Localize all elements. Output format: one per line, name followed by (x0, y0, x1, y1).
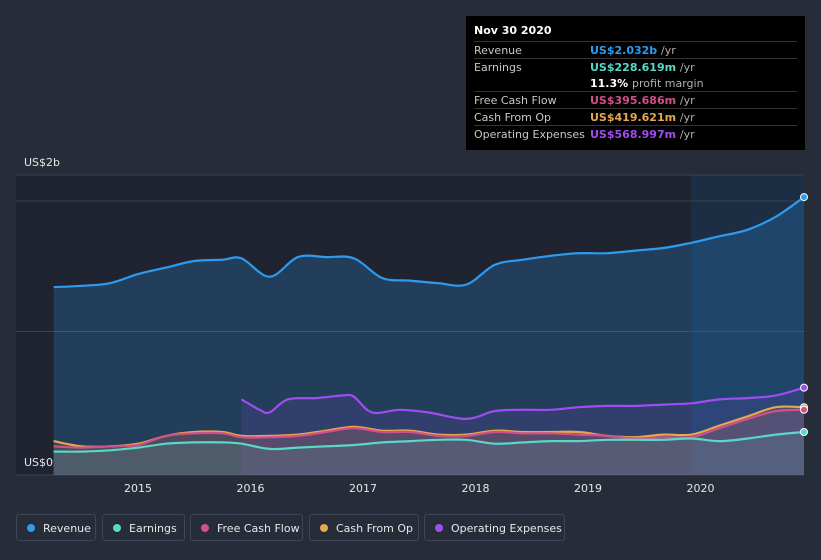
x-tick-label: 2016 (237, 482, 265, 495)
tooltip: Nov 30 2020 Revenue US$2.032b /yr Earnin… (466, 16, 805, 150)
x-tick-label: 2019 (574, 482, 602, 495)
tooltip-value: US$2.032b /yr (590, 44, 676, 57)
revenue-line (53, 196, 805, 289)
earnings-dot-icon (113, 524, 121, 532)
series-lines (53, 196, 805, 453)
revenue-end-marker (800, 193, 808, 202)
legend-item-operating-expenses[interactable]: Operating Expenses (424, 514, 565, 541)
legend-item-revenue[interactable]: Revenue (16, 514, 96, 541)
legend-item-free-cash-flow[interactable]: Free Cash Flow (190, 514, 303, 541)
legend-item-earnings[interactable]: Earnings (102, 514, 185, 541)
free-cash-flow-dot-icon (201, 524, 209, 532)
free-cash-flow-line (53, 408, 805, 449)
tooltip-value: US$568.997m /yr (590, 128, 695, 141)
operating-expenses-end-marker (800, 383, 808, 392)
earnings-area (53, 432, 805, 475)
tooltip-row-earnings: Earnings US$228.619m /yr (474, 58, 797, 76)
legend-label: Revenue (43, 522, 91, 535)
tooltip-value: US$395.686m /yr (590, 94, 695, 107)
legend-label: Cash From Op (336, 522, 414, 535)
tooltip-row-cash-from-op: Cash From Op US$419.621m /yr (474, 108, 797, 126)
gridlines (16, 174, 804, 476)
legend-label: Free Cash Flow (217, 522, 300, 535)
tooltip-row-revenue: Revenue US$2.032b /yr (474, 41, 797, 59)
earnings-line (53, 430, 805, 453)
x-axis-labels: 2015 2016 2017 2018 2019 2020 (124, 482, 715, 495)
earnings-end-marker (800, 427, 808, 436)
past-year-highlight (691, 175, 804, 475)
legend-label: Operating Expenses (451, 522, 562, 535)
operating-expenses-line (240, 386, 805, 421)
tooltip-value: US$228.619m /yr (590, 61, 695, 74)
revenue-dot-icon (27, 524, 35, 532)
tooltip-label: Revenue (474, 44, 522, 57)
x-tick-label: 2018 (462, 482, 490, 495)
free-cash-flow-area (53, 409, 805, 475)
legend-item-cash-from-op[interactable]: Cash From Op (309, 514, 419, 541)
y-tick-label: US$2b (24, 156, 60, 169)
tooltip-value: US$419.621m /yr (590, 111, 695, 124)
tooltip-row-free-cash-flow: Free Cash Flow US$395.686m /yr (474, 91, 797, 109)
free-cash-flow-end-marker (800, 405, 808, 414)
plot-background (16, 175, 804, 475)
legend-label: Earnings (129, 522, 177, 535)
tooltip-value: 11.3% profit margin (590, 77, 704, 90)
tooltip-label: Operating Expenses (474, 128, 585, 141)
tooltip-label: Cash From Op (474, 111, 552, 124)
x-tick-label: 2015 (124, 482, 152, 495)
tooltip-row-profit-margin: 11.3% profit margin (474, 75, 797, 92)
x-tick-label: 2017 (349, 482, 377, 495)
series-end-markers (800, 193, 808, 436)
y-axis-labels: US$2b US$0 (24, 156, 60, 469)
tooltip-date: Nov 30 2020 (474, 24, 552, 37)
tooltip-row-operating-expenses: Operating Expenses US$568.997m /yr (474, 125, 797, 143)
tooltip-label: Free Cash Flow (474, 94, 557, 107)
y-tick-label: US$0 (24, 456, 53, 469)
cash-from-op-dot-icon (320, 524, 328, 532)
operating-expenses-dot-icon (435, 524, 443, 532)
tooltip-label: Earnings (474, 61, 522, 74)
x-tick-label: 2020 (687, 482, 715, 495)
